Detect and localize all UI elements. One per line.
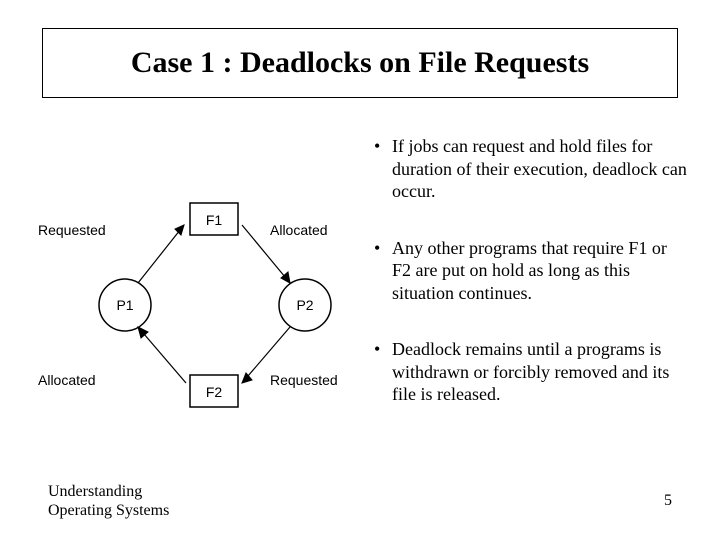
arrow-p1-f1 [175,225,184,235]
slide-title: Case 1 : Deadlocks on File Requests [131,46,589,80]
edge-p1-f1 [138,225,184,283]
label-p1: P1 [116,297,133,313]
edge-label-req-tl: Requested [38,222,106,238]
content-row: F1 F2 P1 P2 Requested Allocated Requeste… [30,135,690,440]
edge-label-alloc-tr: Allocated [270,222,328,238]
bullet-item: If jobs can request and hold files for d… [370,135,690,203]
bullet-item: Any other programs that require F1 or F2… [370,237,690,305]
label-f1: F1 [206,212,223,228]
bullet-list: If jobs can request and hold files for d… [370,135,690,406]
edge-label-alloc-bl: Allocated [38,372,96,388]
bullet-text: Any other programs that require F1 or F2… [392,238,667,303]
bullet-text: If jobs can request and hold files for d… [392,136,687,201]
edge-f2-p1 [138,327,186,383]
bullets-column: If jobs can request and hold files for d… [370,135,690,440]
label-p2: P2 [296,297,313,313]
bullet-text: Deadlock remains until a programs is wit… [392,339,669,404]
label-f2: F2 [206,384,223,400]
arrow-p2-f2 [242,373,252,383]
footer-line2: Operating Systems [48,501,169,520]
footer-line1: Understanding [48,482,169,501]
slide-title-box: Case 1 : Deadlocks on File Requests [42,28,678,98]
bullet-item: Deadlock remains until a programs is wit… [370,338,690,406]
footer-left: Understanding Operating Systems [48,482,169,520]
page-number: 5 [664,492,672,510]
deadlock-diagram: F1 F2 P1 P2 Requested Allocated Requeste… [30,175,370,435]
diagram-column: F1 F2 P1 P2 Requested Allocated Requeste… [30,135,370,440]
edge-label-req-br: Requested [270,372,338,388]
